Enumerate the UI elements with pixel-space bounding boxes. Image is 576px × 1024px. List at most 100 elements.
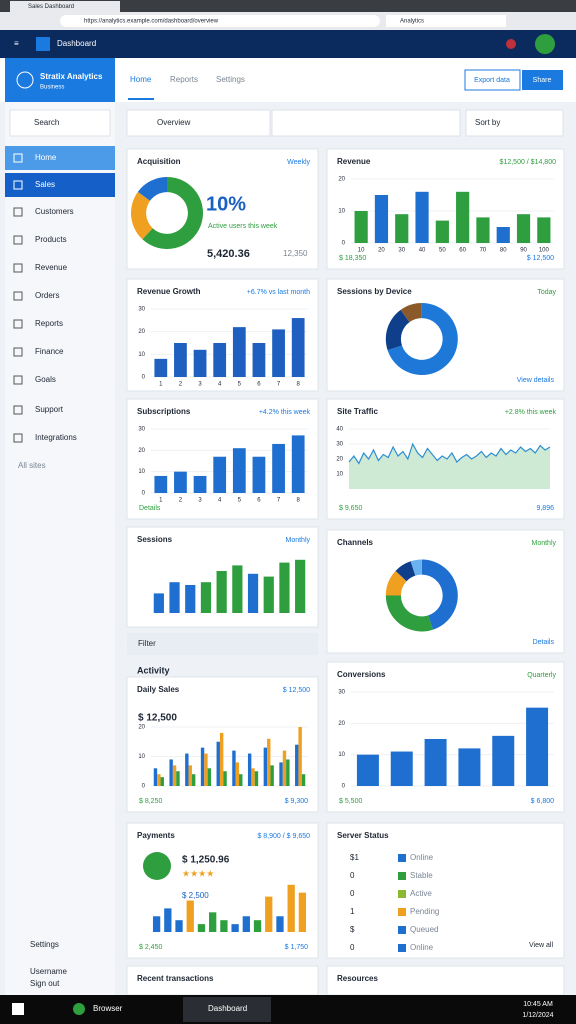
nav-item[interactable]: Home xyxy=(35,153,57,162)
clock-time: 10:45 AM xyxy=(523,1001,553,1008)
start-button[interactable] xyxy=(12,1003,24,1015)
nav-item[interactable]: Orders xyxy=(35,291,59,300)
status-footer[interactable]: View all xyxy=(529,942,553,949)
card-footer[interactable]: 9,896 xyxy=(536,505,554,512)
filter-label: Filter xyxy=(138,639,156,648)
nav-bottom[interactable]: Username xyxy=(30,967,67,976)
bar xyxy=(492,735,515,786)
nav-tab[interactable]: Settings xyxy=(216,75,245,84)
nav-bottom[interactable]: Settings xyxy=(30,940,59,949)
nav-footer[interactable]: All sites xyxy=(18,461,46,470)
y-tick-label: 30 xyxy=(138,307,145,313)
filter-bar[interactable] xyxy=(127,633,318,655)
search-label: Search xyxy=(34,118,59,127)
nav-item[interactable]: Products xyxy=(35,235,67,244)
card-footer[interactable]: Details xyxy=(139,505,161,512)
y-tick-label: 10 xyxy=(338,752,345,758)
card-meta: Weekly xyxy=(287,159,310,166)
status-label: Pending xyxy=(410,907,439,916)
bar xyxy=(219,732,224,786)
x-tick-label: 90 xyxy=(520,248,527,254)
bar xyxy=(232,448,246,493)
notification-icon[interactable] xyxy=(506,39,516,49)
filter-input[interactable] xyxy=(271,109,461,137)
tab-2[interactable] xyxy=(386,15,506,27)
card-footer[interactable]: $ 9,300 xyxy=(285,798,308,805)
card xyxy=(326,148,565,270)
nav-icon xyxy=(13,433,23,443)
bar xyxy=(204,753,208,786)
clock-date: 1/12/2024 xyxy=(522,1012,553,1019)
card-footer[interactable]: $ 5,500 xyxy=(339,798,362,805)
bar xyxy=(186,900,194,932)
search-box[interactable] xyxy=(9,109,111,137)
taskbar-active[interactable] xyxy=(183,997,271,1022)
nav-tab[interactable]: Reports xyxy=(170,75,198,84)
x-tick-label: 50 xyxy=(439,248,446,254)
nav-tab[interactable]: Home xyxy=(130,75,152,84)
avatar[interactable] xyxy=(535,34,555,54)
bar xyxy=(232,750,236,786)
x-tick-label: 2 xyxy=(179,382,183,388)
x-tick-label: 60 xyxy=(459,248,466,254)
card-footer[interactable]: $ 12,500 xyxy=(527,255,554,262)
bar xyxy=(291,318,305,377)
nav-item[interactable]: Goals xyxy=(35,375,56,384)
annotation: 10% xyxy=(206,193,246,215)
y-tick-label: 20 xyxy=(336,457,343,463)
view-select[interactable] xyxy=(126,109,271,137)
card-footer[interactable]: $ 6,800 xyxy=(531,798,554,805)
card-meta: $ 12,500 xyxy=(283,687,310,694)
card-footer[interactable]: $ 18,350 xyxy=(339,255,366,262)
card-footer[interactable]: $ 8,250 xyxy=(139,798,162,805)
bar xyxy=(207,768,212,786)
nav-item[interactable]: Support xyxy=(35,405,64,414)
nav-bottom[interactable]: Sign out xyxy=(30,979,60,988)
bar xyxy=(435,220,449,243)
nav-item[interactable]: Customers xyxy=(35,207,74,216)
sort-select[interactable] xyxy=(465,109,564,137)
card-meta: Quarterly xyxy=(527,672,556,679)
app-logo xyxy=(36,37,50,51)
export-button[interactable] xyxy=(464,69,521,91)
card-footer[interactable]: $ 9,650 xyxy=(339,505,362,512)
pie-slice xyxy=(387,303,458,375)
nav-item[interactable]: Reports xyxy=(35,319,63,328)
y-tick-label: 0 xyxy=(342,784,346,790)
browser-tab[interactable] xyxy=(10,1,120,12)
card-footer[interactable]: $ 1,750 xyxy=(285,944,308,951)
bar xyxy=(193,475,207,493)
bar xyxy=(496,227,510,243)
taskbar-item: Dashboard xyxy=(208,1004,247,1013)
status-swatch xyxy=(398,872,406,880)
share-button[interactable] xyxy=(522,70,563,90)
bar xyxy=(169,582,180,613)
card-footer[interactable]: Details xyxy=(533,639,555,646)
y-tick-label: 0 xyxy=(142,784,146,790)
nav-item[interactable]: Finance xyxy=(35,347,64,356)
nav-item[interactable]: Integrations xyxy=(35,433,77,442)
view-select-label: Overview xyxy=(157,118,191,127)
card-footer[interactable]: View details xyxy=(517,377,555,384)
bar xyxy=(424,739,447,786)
card-meta: +2.8% this week xyxy=(505,409,557,416)
bar xyxy=(295,559,306,613)
menu-icon[interactable]: ≡ xyxy=(14,39,19,48)
y-tick-label: 0 xyxy=(142,375,146,381)
card-meta: Monthly xyxy=(285,537,310,544)
nav-icon xyxy=(13,180,23,190)
bar xyxy=(153,768,158,786)
nav-item[interactable]: Revenue xyxy=(35,263,68,272)
bar xyxy=(291,435,305,493)
nav-item[interactable]: Sales xyxy=(35,180,55,189)
bar xyxy=(356,754,379,786)
x-tick-label: 30 xyxy=(398,248,405,254)
bar xyxy=(254,771,259,786)
card-footer[interactable]: $ 2,450 xyxy=(139,944,162,951)
nav-icon xyxy=(13,263,23,273)
x-tick-label: 3 xyxy=(198,382,202,388)
browser-icon[interactable] xyxy=(73,1003,85,1015)
bar xyxy=(263,747,268,786)
url-field[interactable] xyxy=(60,15,380,27)
bar xyxy=(216,571,227,613)
